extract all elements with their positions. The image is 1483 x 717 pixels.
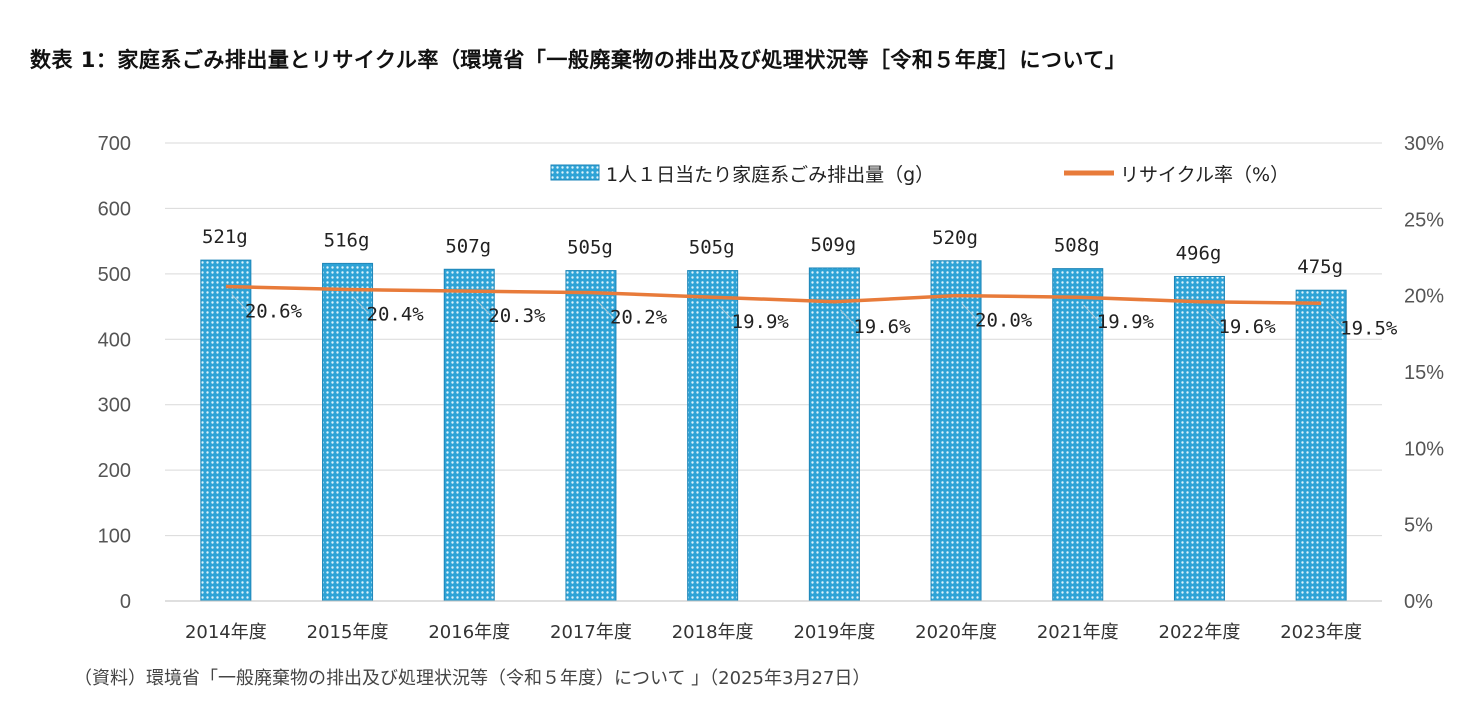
y-right-tick-label: 30% [1404,133,1444,155]
bar [1295,289,1347,602]
line-data-label: 20.3% [488,305,546,327]
leader-line [353,297,369,314]
bar [565,270,617,602]
leader-line [1326,310,1343,328]
x-tick-label: 2022年度 [1159,622,1241,643]
y-right-tick-label: 0% [1404,591,1433,613]
data-labels: 521g 516g 507g 505g 505g 509g 520g 508g 496g 475g… [202,226,1398,339]
y-left-tick-label: 600 [98,198,131,220]
x-tick-label: 2017年度 [550,622,632,643]
bar [687,270,739,602]
x-tick-label: 2021年度 [1037,622,1119,643]
legend-label-line: リサイクル率（%） [1120,164,1289,186]
y-right-tick-label: 5% [1404,515,1433,537]
y-right-tick-label: 10% [1404,438,1444,460]
bar [443,268,495,602]
leader-line [474,298,491,316]
line-data-label: 19.6% [853,316,911,338]
y-left-tick-label: 500 [98,264,131,286]
line-data-label: 19.5% [1340,317,1398,339]
x-tick-label: 2020年度 [915,622,997,643]
bar [1173,275,1225,602]
bar-data-label: 521g [202,226,248,248]
chart-title: 数表 1：家庭系ごみ排出量とリサイクル率（環境省「一般廃棄物の排出及び処理状況等… [30,48,1127,72]
y-left-tick-label: 400 [98,329,131,351]
line-data-label: 19.9% [732,311,790,333]
x-tick-label: 2019年度 [793,622,875,643]
line-data-label: 20.2% [610,307,668,329]
line-data-label: 20.4% [367,304,425,326]
bar-data-label: 475g [1297,256,1343,278]
bar-data-label: 507g [445,235,491,257]
line-data-label: 19.6% [1218,316,1276,338]
bar-data-label: 509g [810,234,856,256]
bar-data-label: 496g [1176,242,1222,264]
source-note: （資料）環境省「一般廃棄物の排出及び処理状況等（令和５年度）について 」（202… [74,668,871,689]
recycle-rate-line [225,284,1322,306]
bar [1052,268,1104,602]
y-left-tick-label: 100 [98,526,131,548]
leader-line [718,304,735,322]
leader-line [961,303,978,321]
leader-line [1083,304,1100,322]
x-tick-label: 2015年度 [307,622,389,643]
bar [930,260,982,602]
y-right-tick-label: 25% [1404,209,1444,231]
legend: 1人１日当たり家庭系ごみ排出量（g） リサイクル率（%） [550,164,1289,186]
bar [200,259,252,602]
y-left-tick-label: 700 [98,133,131,155]
x-tick-label: 2023年度 [1280,622,1362,643]
bar [808,267,860,602]
line-series [225,284,1322,306]
bar [322,262,374,602]
x-tick-label: 2018年度 [672,622,754,643]
bar-data-label: 505g [689,237,735,259]
y-left-tick-label: 300 [98,395,131,417]
line-data-label: 19.9% [1097,311,1155,333]
y-left-tick-label: 200 [98,460,131,482]
x-tick-label: 2016年度 [428,622,510,643]
bar-data-label: 520g [932,227,978,249]
leader-line [839,309,856,327]
y-right-tick-label: 15% [1404,362,1444,384]
bar-data-label: 508g [1054,235,1100,257]
axes: 0 100 200 300 400 500 600 700 0% 5% 10% 15% 20% 25% 30… [98,133,1445,643]
line-data-label: 20.0% [975,310,1033,332]
line-data-label: 20.6% [245,301,303,323]
legend-label-bar: 1人１日当たり家庭系ごみ排出量（g） [606,164,934,186]
y-left-tick-label: 0 [120,591,131,613]
x-tick-label: 2014年度 [185,622,267,643]
leader-line [1205,309,1221,327]
bar-data-label: 516g [324,229,370,251]
bar-data-label: 505g [567,237,613,259]
y-right-tick-label: 20% [1404,286,1444,308]
leader-line [596,300,613,317]
legend-swatch-bar [550,164,600,181]
leader-line [231,294,248,311]
